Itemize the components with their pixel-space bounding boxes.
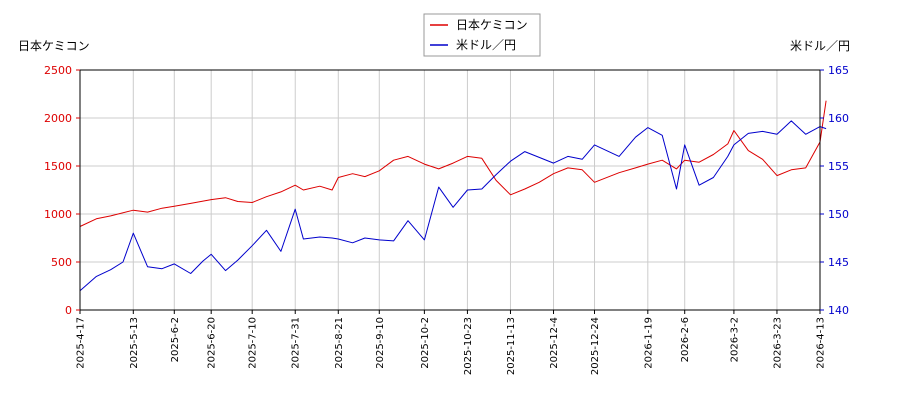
x-tick-label: 2025-12-4 [549,317,560,369]
left-y-tick-label: 1000 [44,208,72,221]
right-y-tick-label: 145 [828,256,849,269]
x-tick-label: 2026-3-2 [729,317,740,362]
x-tick-label: 2025-11-13 [506,317,517,375]
x-tick-label: 2026-2-6 [680,317,691,362]
legend-label-left-series: 日本ケミコン [456,18,528,32]
x-tick-label: 2025-8-21 [334,317,345,369]
axis-ticks: 2025-4-17 2025-5-13 2025-6-2 2025-6-20 2025-… [44,64,849,375]
right-axis-title: 米ドル／円 [790,39,850,53]
x-tick-label: 2025-7-10 [248,317,259,369]
x-tick-label: 2025-5-13 [129,317,140,369]
x-tick-label: 2025-12-24 [590,317,601,375]
series-line-right-axis [79,120,827,292]
x-tick-label: 2025-6-2 [170,317,181,362]
x-tick-label: 2025-6-20 [207,317,218,369]
left-axis-title: 日本ケミコン [18,39,90,53]
x-tick-label: 2026-3-23 [772,317,783,369]
left-y-tick-label: 2500 [44,64,72,77]
right-y-tick-label: 150 [828,208,849,221]
right-y-tick-label: 140 [828,304,849,317]
right-y-tick-label: 160 [828,112,849,125]
legend-box [423,13,541,57]
x-tick-label: 2025-10-23 [463,317,474,375]
x-tick-label: 2025-10-2 [420,317,431,369]
series-lines [79,100,827,292]
left-y-tick-label: 1500 [44,160,72,173]
left-y-tick-label: 500 [51,256,72,269]
legend: 日本ケミコン 米ドル／円 [423,13,541,57]
right-y-tick-label: 165 [828,64,849,77]
x-tick-label: 2025-4-17 [76,317,87,369]
legend-label-right-series: 米ドル／円 [456,38,516,52]
plot-frame [79,69,821,311]
series-line-left-axis [79,100,827,227]
x-tick-label: 2025-9-10 [375,317,386,369]
left-y-tick-label: 2000 [44,112,72,125]
x-tick-label: 2026-4-13 [816,317,827,369]
left-y-tick-label: 0 [65,304,72,317]
x-tick-label: 2025-7-31 [291,317,302,369]
right-y-tick-label: 155 [828,160,849,173]
x-tick-label: 2026-1-19 [643,317,654,369]
